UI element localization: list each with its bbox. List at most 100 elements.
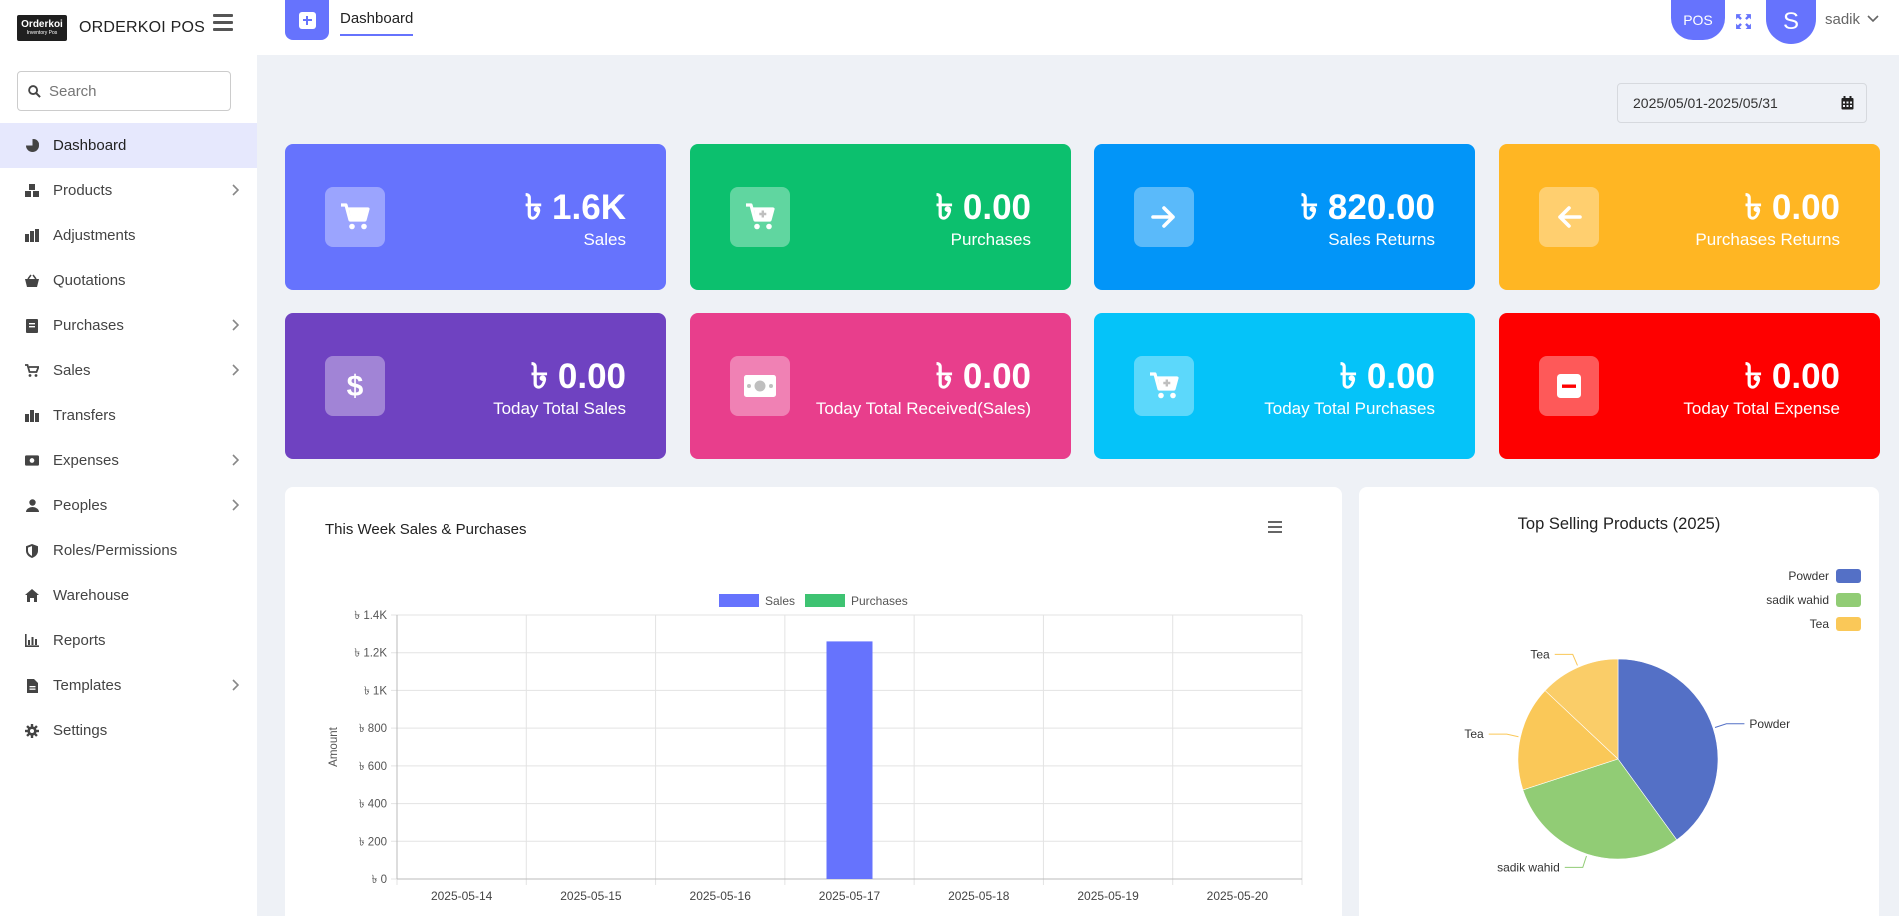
sidebar-toggle-icon[interactable] bbox=[213, 14, 233, 32]
sidebar-item-purchases[interactable]: Purchases bbox=[0, 303, 257, 348]
app-logo[interactable]: Orderkoi Inventory Pos bbox=[17, 14, 67, 41]
sidebar-item-sales[interactable]: Sales bbox=[0, 348, 257, 393]
legend-swatch bbox=[805, 594, 845, 607]
top-products-title: Top Selling Products (2025) bbox=[1517, 515, 1721, 533]
app-name: ORDERKOI POS bbox=[79, 18, 205, 36]
sidebar-item-label: Quotations bbox=[53, 272, 126, 289]
sidebar-item-label: Reports bbox=[53, 632, 106, 649]
date-range-value: 2025/05/01-2025/05/31 bbox=[1633, 95, 1778, 111]
add-tab-button[interactable] bbox=[285, 0, 329, 40]
stat-card-sales-returns[interactable]: ৳ 820.00 Sales Returns bbox=[1094, 144, 1475, 290]
stat-card-today-total-expense[interactable]: ৳ 0.00 Today Total Expense bbox=[1499, 313, 1880, 459]
legend-swatch bbox=[1836, 569, 1861, 583]
money-icon bbox=[25, 454, 39, 468]
stat-card-today-total-sales[interactable]: $ ৳ 0.00 Today Total Sales bbox=[285, 313, 666, 459]
dollar-icon: $ bbox=[325, 356, 385, 416]
chevron-right-icon bbox=[232, 364, 239, 376]
legend-swatch bbox=[1836, 593, 1861, 607]
sidebar-item-label: Settings bbox=[53, 722, 108, 739]
weekly-chart-title: This Week Sales & Purchases bbox=[325, 521, 527, 538]
cart-icon bbox=[25, 364, 39, 378]
chevron-down-icon[interactable] bbox=[1867, 14, 1879, 24]
pie-label-line bbox=[1714, 723, 1745, 728]
bar-chart-icon bbox=[25, 634, 39, 648]
avatar[interactable]: S bbox=[1766, 0, 1816, 44]
legend-label: Sales bbox=[765, 594, 795, 608]
y-tick-label: ৳ 600 bbox=[359, 761, 387, 773]
sidebar-item-roles-permissions[interactable]: Roles/Permissions bbox=[0, 528, 257, 573]
money-icon bbox=[730, 356, 790, 416]
sidebar-item-label: Transfers bbox=[53, 407, 116, 424]
file-icon bbox=[25, 678, 39, 693]
date-range-picker[interactable]: 2025/05/01-2025/05/31 bbox=[1617, 83, 1867, 123]
pie-label: Tea bbox=[1530, 647, 1550, 661]
chevron-right-icon bbox=[232, 679, 239, 691]
sidebar-item-settings[interactable]: Settings bbox=[0, 708, 257, 753]
weekly-bar-chart: ৳ 0 ৳ 200 ৳ 400 ৳ 600 ৳ 800 ৳ 1K ৳ 1.2K ৳ 1.4K 2… bbox=[328, 594, 1303, 903]
y-tick-label: ৳ 1K bbox=[364, 685, 387, 697]
brand: Orderkoi Inventory Pos ORDERKOI POS bbox=[0, 0, 257, 55]
sidebar-item-adjustments[interactable]: Adjustments bbox=[0, 213, 257, 258]
legend-swatch bbox=[719, 594, 759, 607]
shield-icon bbox=[25, 543, 39, 558]
tab-dashboard[interactable]: Dashboard bbox=[340, 10, 414, 36]
pie-label-line bbox=[1554, 653, 1578, 666]
sidebar-item-warehouse[interactable]: Warehouse bbox=[0, 573, 257, 618]
y-tick-label: ৳ 0 bbox=[372, 874, 387, 886]
sidebar-item-expenses[interactable]: Expenses bbox=[0, 438, 257, 483]
x-tick-label: 2025-05-18 bbox=[948, 889, 1010, 903]
sidebar-item-peoples[interactable]: Peoples bbox=[0, 483, 257, 528]
legend-label: Tea bbox=[1810, 617, 1830, 631]
bar-sales bbox=[826, 641, 873, 879]
search-input[interactable] bbox=[49, 82, 219, 100]
stat-card-sales[interactable]: ৳ 1.6K Sales bbox=[285, 144, 666, 290]
pie-slice bbox=[1617, 658, 1719, 841]
stat-card-purchases[interactable]: ৳ 0.00 Purchases bbox=[690, 144, 1071, 290]
calendar-icon bbox=[1841, 96, 1854, 110]
sidebar-item-transfers[interactable]: Transfers bbox=[0, 393, 257, 438]
sidebar-item-label: Adjustments bbox=[53, 227, 136, 244]
sidebar-item-products[interactable]: Products bbox=[0, 168, 257, 213]
fullscreen-icon[interactable] bbox=[1735, 13, 1752, 30]
boxes-icon bbox=[25, 184, 39, 198]
y-axis-label: Amount bbox=[328, 726, 340, 766]
sidebar-item-reports[interactable]: Reports bbox=[0, 618, 257, 663]
sidebar-item-label: Dashboard bbox=[53, 137, 127, 154]
sidebar-item-templates[interactable]: Templates bbox=[0, 663, 257, 708]
basket-icon bbox=[25, 274, 39, 288]
sidebar-item-dashboard[interactable]: Dashboard bbox=[0, 123, 257, 168]
pos-button[interactable]: POS bbox=[1671, 0, 1725, 40]
sidebar-item-quotations[interactable]: Quotations bbox=[0, 258, 257, 303]
chevron-right-icon bbox=[232, 319, 239, 331]
stat-value: ৳ 1.6K bbox=[524, 188, 626, 227]
stat-label: Sales Returns bbox=[1328, 230, 1435, 249]
cart-icon bbox=[325, 187, 385, 247]
stat-card-purchases-returns[interactable]: ৳ 0.00 Purchases Returns bbox=[1499, 144, 1880, 290]
chart-menu-icon[interactable] bbox=[1268, 521, 1282, 533]
sidebar-item-label: Purchases bbox=[53, 317, 124, 334]
stat-card-today-total-purchases[interactable]: ৳ 0.00 Today Total Purchases bbox=[1094, 313, 1475, 459]
pie-chart-icon bbox=[25, 139, 39, 153]
receipt-icon bbox=[25, 318, 39, 333]
stat-card-today-total-received-sales[interactable]: ৳ 0.00 Today Total Received(Sales) bbox=[690, 313, 1071, 459]
x-tick-label: 2025-05-17 bbox=[819, 889, 881, 903]
top-products-panel: Top Selling Products (2025) Powder sadik … bbox=[1359, 487, 1879, 916]
stat-value: ৳ 0.00 bbox=[1339, 357, 1435, 396]
username[interactable]: sadik bbox=[1825, 11, 1861, 28]
stat-label: Today Total Sales bbox=[493, 399, 626, 418]
chevron-right-icon bbox=[232, 499, 239, 511]
stat-label: Today Total Expense bbox=[1683, 399, 1840, 418]
sidebar: Dashboard Products Adjustments Quotations Pu… bbox=[0, 55, 257, 916]
pie-slice bbox=[1544, 658, 1619, 760]
sidebar-item-label: Products bbox=[53, 182, 113, 199]
home-icon bbox=[25, 589, 39, 603]
plus-square-icon bbox=[298, 11, 316, 29]
pie-label: sadik wahid bbox=[1497, 860, 1560, 874]
weekly-chart-panel: This Week Sales & Purchases ৳ 0 ৳ 200 ৳ 40… bbox=[285, 487, 1342, 916]
search-box[interactable] bbox=[17, 71, 231, 111]
gear-icon bbox=[25, 723, 39, 738]
sidebar-item-label: Expenses bbox=[53, 452, 119, 469]
pie-label: Powder bbox=[1749, 717, 1790, 731]
sidebar-nav: Dashboard Products Adjustments Quotations Pu… bbox=[0, 123, 257, 753]
stat-value: ৳ 0.00 bbox=[1744, 188, 1840, 227]
